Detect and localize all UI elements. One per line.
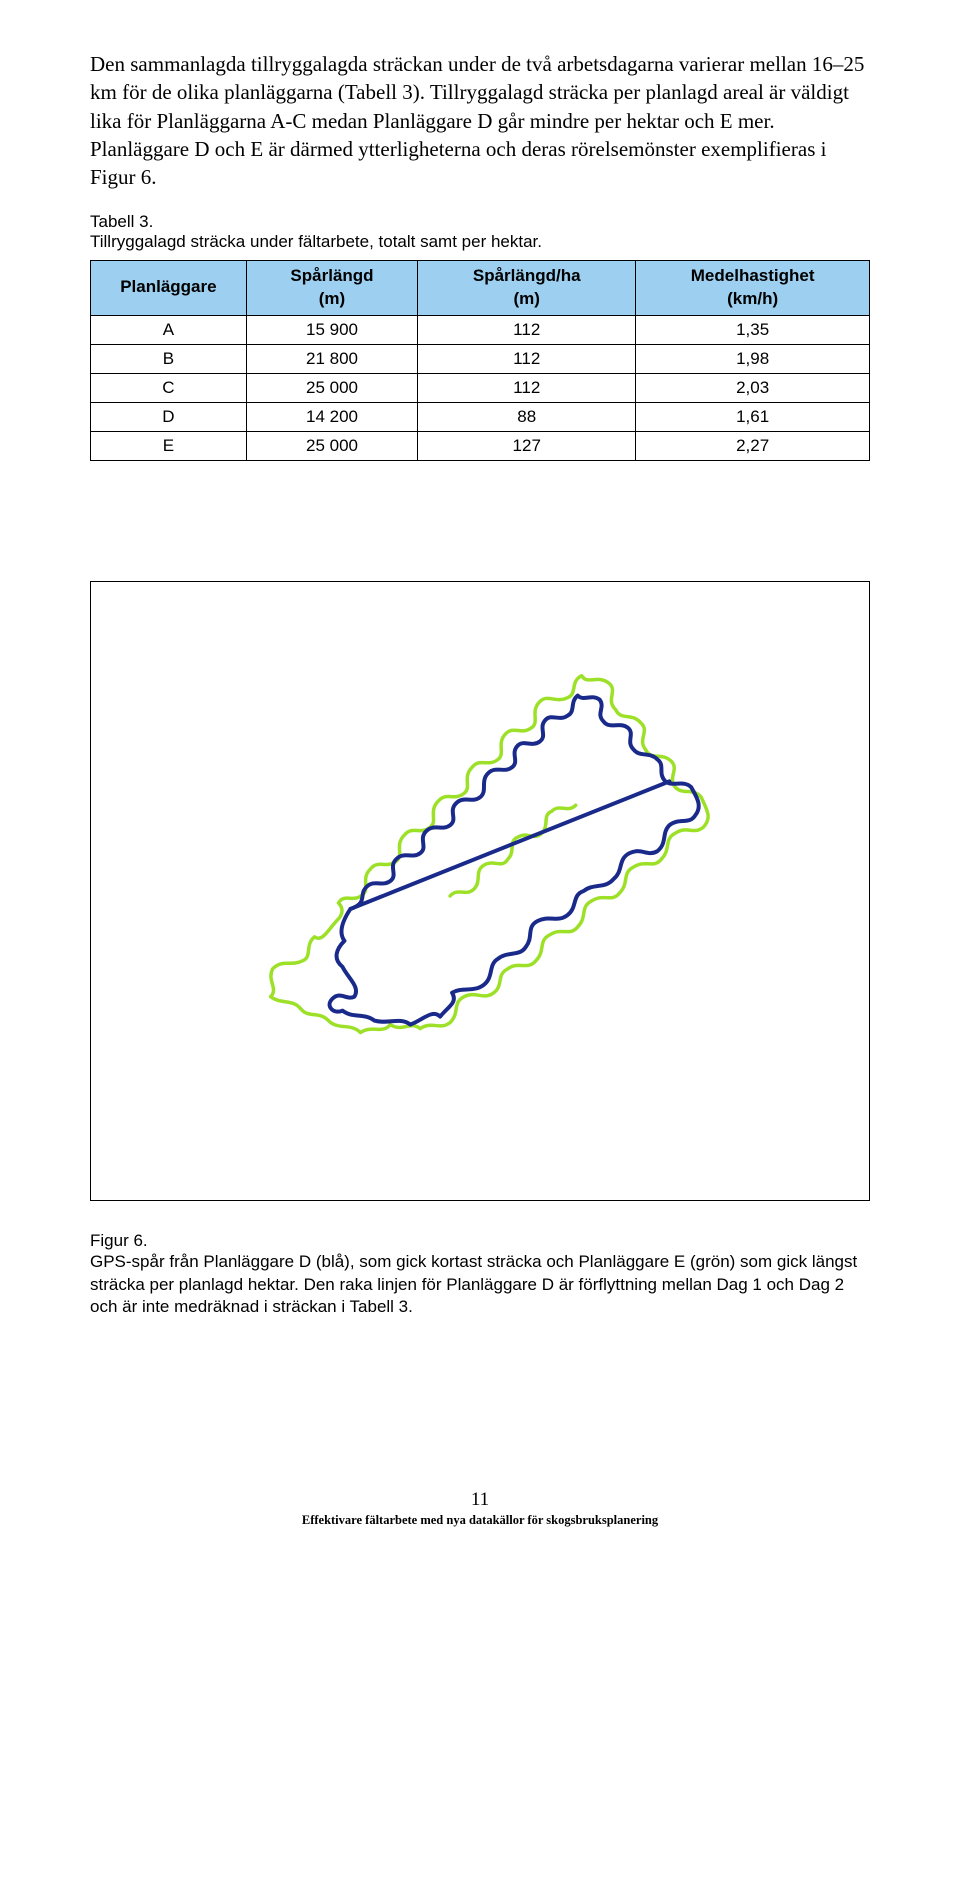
table-row: C25 0001122,03 bbox=[91, 373, 870, 402]
data-table: Planläggare Spårlängd(m) Spårlängd/ha(m)… bbox=[90, 260, 870, 461]
footer-text: Effektivare fältarbete med nya datakällo… bbox=[90, 1513, 870, 1528]
table-cell: 14 200 bbox=[246, 402, 417, 431]
table-cell: 88 bbox=[418, 402, 636, 431]
table-cell: 112 bbox=[418, 315, 636, 344]
table-row: E25 0001272,27 bbox=[91, 431, 870, 460]
table-cell: 1,35 bbox=[636, 315, 870, 344]
col-header-2: Spårlängd/ha(m) bbox=[418, 260, 636, 315]
col-header-3: Medelhastighet(km/h) bbox=[636, 260, 870, 315]
table-row: D14 200881,61 bbox=[91, 402, 870, 431]
gps-figure bbox=[90, 581, 870, 1201]
col-header-1: Spårlängd(m) bbox=[246, 260, 417, 315]
page-number: 11 bbox=[90, 1489, 870, 1511]
table-cell: 1,98 bbox=[636, 344, 870, 373]
table-header-row: Planläggare Spårlängd(m) Spårlängd/ha(m)… bbox=[91, 260, 870, 315]
table-cell: E bbox=[91, 431, 247, 460]
col-header-0: Planläggare bbox=[91, 260, 247, 315]
table-row: B21 8001121,98 bbox=[91, 344, 870, 373]
table-cell: 15 900 bbox=[246, 315, 417, 344]
table-cell: 112 bbox=[418, 373, 636, 402]
gps-tracks-svg bbox=[91, 582, 869, 1200]
table-cell: 1,61 bbox=[636, 402, 870, 431]
figure-caption-label: Figur 6. bbox=[90, 1231, 870, 1251]
table-cell: 25 000 bbox=[246, 373, 417, 402]
table-cell: C bbox=[91, 373, 247, 402]
table-cell: D bbox=[91, 402, 247, 431]
table-cell: A bbox=[91, 315, 247, 344]
table-cell: 127 bbox=[418, 431, 636, 460]
table-cell: 112 bbox=[418, 344, 636, 373]
table-cell: 2,03 bbox=[636, 373, 870, 402]
body-paragraph: Den sammanlagda tillryggalagda sträckan … bbox=[90, 50, 870, 192]
table-cell: 2,27 bbox=[636, 431, 870, 460]
table-caption-text: Tillryggalagd sträcka under fältarbete, … bbox=[90, 232, 870, 252]
table-cell: 25 000 bbox=[246, 431, 417, 460]
table-cell: B bbox=[91, 344, 247, 373]
table-caption-label: Tabell 3. bbox=[90, 212, 870, 232]
figure-caption-text: GPS-spår från Planläggare D (blå), som g… bbox=[90, 1251, 870, 1320]
table-row: A15 9001121,35 bbox=[91, 315, 870, 344]
table-cell: 21 800 bbox=[246, 344, 417, 373]
